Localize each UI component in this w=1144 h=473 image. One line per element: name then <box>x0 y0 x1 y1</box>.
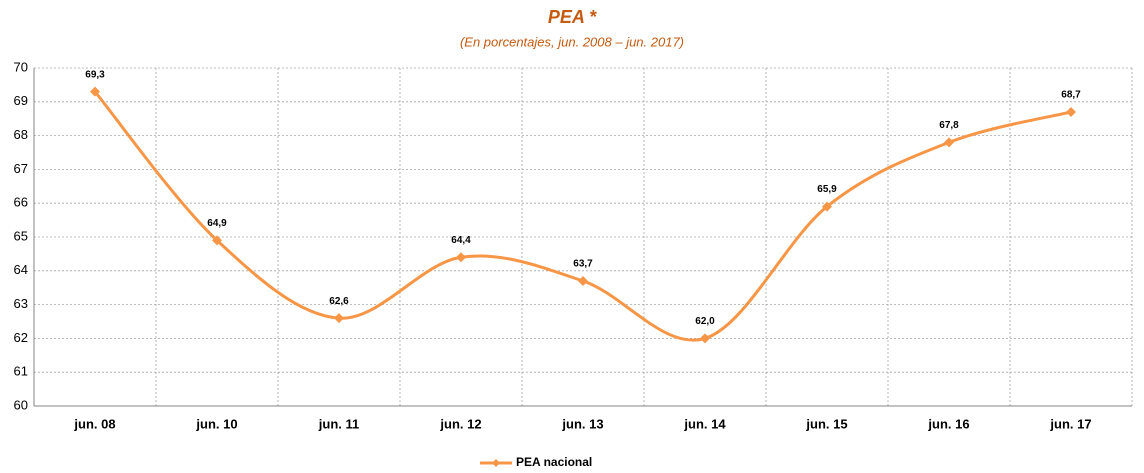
point-marker <box>456 252 466 263</box>
y-tick-label: 63 <box>14 296 28 311</box>
point-marker <box>90 86 100 97</box>
point-marker <box>578 275 588 286</box>
x-tick-label: jun. 15 <box>805 416 847 431</box>
point-marker <box>822 201 832 212</box>
legend-marker <box>492 459 500 467</box>
x-tick-label: jun. 13 <box>561 416 603 431</box>
x-tick-label: jun. 11 <box>318 416 359 431</box>
chart-title: PEA * <box>548 7 597 27</box>
x-tick-label: jun. 17 <box>1049 416 1091 431</box>
point-marker <box>1066 106 1076 117</box>
data-label: 62,0 <box>695 316 715 327</box>
y-tick-label: 69 <box>14 93 28 108</box>
y-tick-label: 60 <box>14 397 28 412</box>
y-tick-label: 66 <box>14 195 28 210</box>
data-label: 69,3 <box>85 69 105 80</box>
point-marker <box>700 333 710 344</box>
data-label: 64,9 <box>207 218 227 229</box>
point-marker <box>212 235 222 246</box>
y-tick-label: 70 <box>14 59 28 74</box>
y-tick-label: 64 <box>14 262 28 277</box>
data-label: 65,9 <box>817 184 837 195</box>
x-tick-label: jun. 14 <box>683 416 726 431</box>
x-tick-label: jun. 08 <box>73 416 115 431</box>
y-tick-label: 62 <box>14 330 28 345</box>
data-label: 67,8 <box>939 120 959 131</box>
y-tick-label: 67 <box>14 161 28 176</box>
x-tick-label: jun. 10 <box>195 416 237 431</box>
data-label: 68,7 <box>1061 90 1081 101</box>
x-tick-label: jun. 16 <box>927 416 969 431</box>
y-tick-label: 65 <box>14 228 28 243</box>
data-label: 62,6 <box>329 296 349 307</box>
data-label: 64,4 <box>451 235 471 246</box>
legend-label: PEA nacional <box>516 455 592 469</box>
data-label: 63,7 <box>573 259 593 270</box>
point-marker <box>334 313 344 324</box>
y-tick-label: 68 <box>14 127 28 142</box>
y-tick-label: 61 <box>14 364 28 379</box>
series-line <box>93 90 1072 342</box>
x-tick-label: jun. 12 <box>439 416 481 431</box>
chart-subtitle: (En porcentajes, jun. 2008 – jun. 2017) <box>460 34 684 49</box>
point-marker <box>944 137 954 148</box>
